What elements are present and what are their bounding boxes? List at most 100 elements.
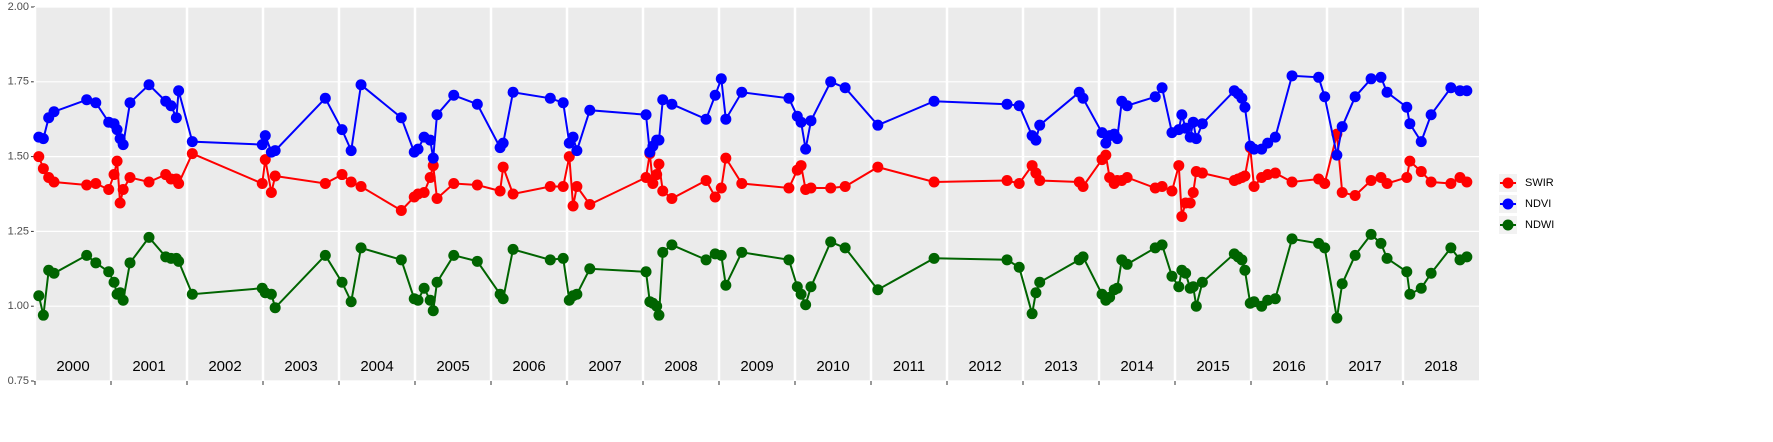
point [1236,92,1248,104]
y-tick-label: 1.00 [8,300,29,312]
point [448,178,460,190]
point [1196,118,1208,130]
point [111,124,123,136]
legend-label: SWIR [1525,177,1554,189]
point [259,130,271,142]
point [37,133,49,145]
point [1013,178,1025,190]
point [1381,86,1393,98]
point [1077,92,1089,104]
point [584,104,596,116]
point [431,276,443,288]
point [37,163,49,175]
point [1425,109,1437,121]
point [1381,178,1393,190]
point [111,155,123,167]
point [720,279,732,291]
point [1415,166,1427,178]
point [395,204,407,216]
point [1445,242,1457,254]
year-label: 2008 [664,358,697,375]
point [143,231,155,243]
point [143,79,155,91]
point [805,281,817,293]
point [544,92,556,104]
point [557,181,569,193]
point [269,145,281,157]
point [1239,170,1251,182]
point [108,276,120,288]
year-label: 2006 [512,358,545,375]
point [319,178,331,190]
point [1248,181,1260,193]
point [1034,175,1046,187]
point [424,172,436,184]
point [1313,71,1325,83]
point [424,134,436,146]
point [1401,266,1413,278]
point [319,92,331,104]
point [872,161,884,173]
point [81,249,93,261]
point [186,136,198,148]
point [103,266,115,278]
point [265,187,277,199]
point [1176,210,1188,222]
point [507,188,519,200]
point [736,178,748,190]
point [805,115,817,127]
point [557,252,569,264]
point [1111,133,1123,145]
legend-label: NDVI [1525,198,1551,210]
year-label: 2007 [588,358,621,375]
point [795,116,807,128]
panel [35,7,1479,381]
point [1365,73,1377,85]
point [117,184,129,196]
point [657,185,669,197]
year-label: 2001 [132,358,165,375]
point [715,182,727,194]
point [265,288,277,300]
point [584,263,596,275]
point [647,178,659,190]
point [720,113,732,125]
point [1336,121,1348,133]
year-label: 2012 [968,358,1001,375]
point [1401,101,1413,113]
point [1026,308,1038,320]
y-tick-label: 1.25 [8,225,29,237]
point [1100,149,1112,161]
year-label: 2004 [360,358,393,375]
point [795,160,807,172]
point [1319,178,1331,190]
point [336,124,348,136]
point [336,169,348,181]
point [1187,187,1199,199]
point [471,179,483,191]
point [497,293,509,305]
point [839,82,851,94]
point [427,305,439,317]
point [319,249,331,261]
point [715,249,727,261]
point [81,94,93,106]
point [81,179,93,191]
point [1381,252,1393,264]
point [736,86,748,98]
point [471,255,483,267]
point [448,249,460,261]
point [651,169,663,181]
point [1286,70,1298,82]
year-label: 2015 [1196,358,1229,375]
point [186,288,198,300]
point [1077,181,1089,193]
point [170,112,182,124]
point [1190,300,1202,312]
point [1336,278,1348,290]
point [1365,175,1377,187]
point [1319,91,1331,103]
point [355,181,367,193]
point [1034,276,1046,288]
point [494,185,506,197]
